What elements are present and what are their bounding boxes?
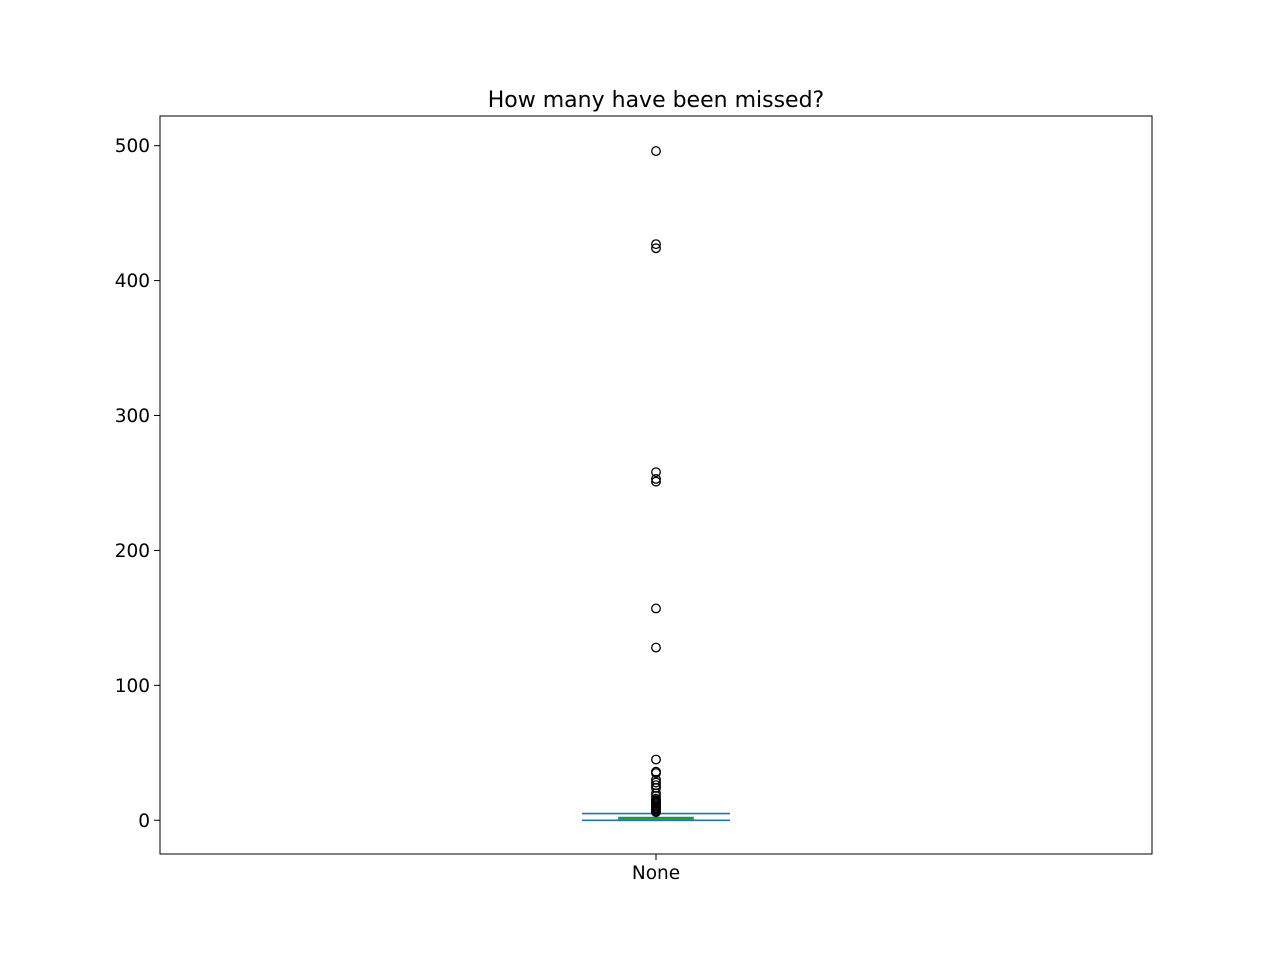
y-tick-label: 500 [115,136,150,157]
outlier-point [651,807,661,818]
outlier-point [651,467,661,478]
y-tick-label: 200 [115,541,150,562]
outlier-point [651,476,661,487]
outlier-point [651,642,661,653]
y-tick-label: 100 [115,676,150,697]
outlier-point [651,777,661,788]
outlier-point [651,146,661,157]
outlier-point [651,603,661,614]
y-tick-label: 0 [138,811,150,832]
x-tick-label: None [632,863,680,884]
plot-area [582,146,730,822]
outlier-point [651,768,661,778]
y-tick-label: 400 [115,271,150,292]
outlier-point [651,754,661,765]
outlier-point [651,239,661,250]
outlier-point [651,243,661,254]
outlier-point [651,473,661,484]
y-tick-label: 300 [115,406,150,427]
chart-title: How many have been missed? [488,88,824,113]
